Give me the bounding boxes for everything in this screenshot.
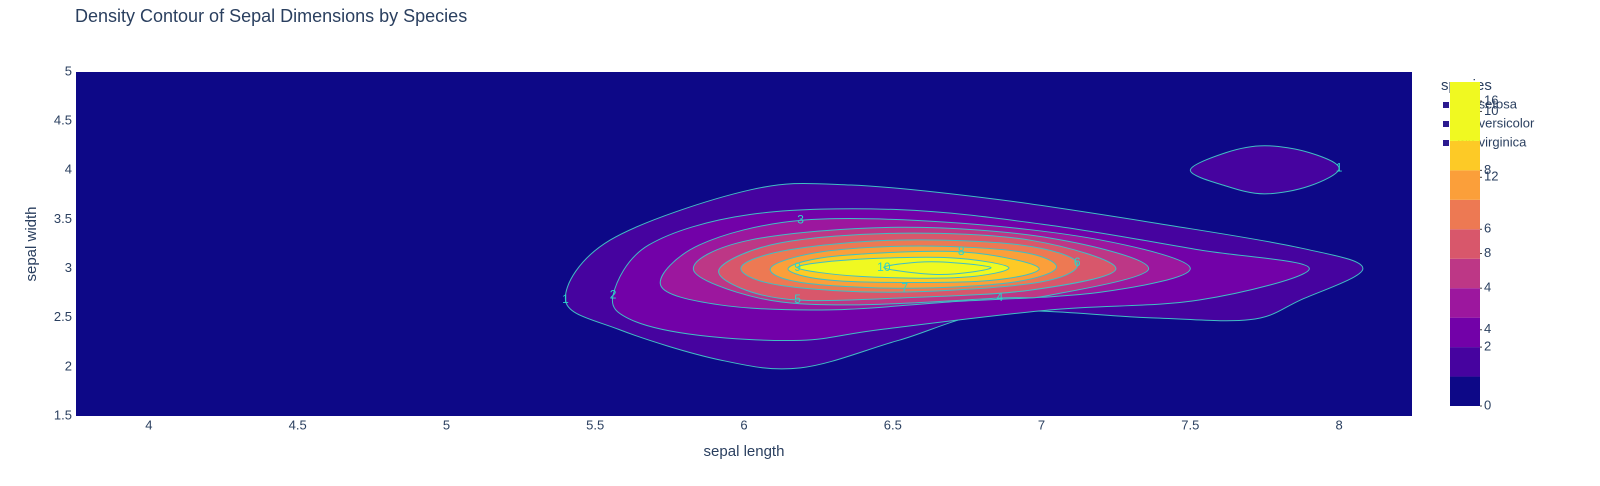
colorbar-tick-label: 16 <box>1484 92 1498 107</box>
x-tick-label: 5.5 <box>586 417 604 432</box>
colorbar-tick-label: 12 <box>1484 169 1498 184</box>
colorbar-band <box>1450 376 1480 406</box>
x-tick-label: 6 <box>740 417 747 432</box>
colorbar-band <box>1450 288 1480 318</box>
y-axis-title: sepal width <box>23 206 40 281</box>
colorbar-band <box>1450 258 1480 289</box>
colorbar-tick-label: 0 <box>1484 397 1491 412</box>
contours: 1 1 2 3 4 5 6 7 8 9 10 <box>562 145 1364 370</box>
contour <box>1189 145 1340 195</box>
colorbar-band <box>1450 347 1480 377</box>
colorbar-band <box>1450 317 1480 348</box>
y-tick-label: 2.5 <box>54 309 72 324</box>
x-tick-label: 5 <box>443 417 450 432</box>
y-tick-label: 4.5 <box>54 113 72 128</box>
x-tick-label: 8 <box>1335 417 1342 432</box>
contour-label: 6 <box>1074 255 1081 269</box>
contour-label: 8 <box>958 244 965 258</box>
colorbar-tick-label: 4 <box>1484 321 1491 336</box>
y-tick-label: 4 <box>65 162 72 177</box>
x-tick-label: 7 <box>1038 417 1045 432</box>
y-tick-label: 1.5 <box>54 407 72 422</box>
colorbar-tick-label: 10 <box>1484 103 1498 118</box>
y-tick-label: 3 <box>65 260 72 275</box>
colorbar-band <box>1450 82 1480 141</box>
colorbar-tick-label: 6 <box>1484 221 1491 236</box>
chart-title: Density Contour of Sepal Dimensions by S… <box>75 6 467 26</box>
contour-label: 7 <box>901 280 908 294</box>
contour-label: 1 <box>562 292 569 306</box>
colorbar-band <box>1450 199 1480 230</box>
colorbar-tick-label: 2 <box>1484 339 1491 354</box>
legend-swatch <box>1443 121 1449 127</box>
colorbar-band <box>1450 170 1480 200</box>
contour-label: 10 <box>877 260 891 274</box>
x-tick-label: 4.5 <box>289 417 307 432</box>
contour-label: 9 <box>794 260 801 274</box>
colorbar-band <box>1450 140 1480 171</box>
colorbar-tick-label: 8 <box>1484 245 1491 260</box>
y-tick-label: 3.5 <box>54 211 72 226</box>
contour-label: 1 <box>1336 160 1343 174</box>
x-tick-label: 4 <box>145 417 152 432</box>
colorbar-band <box>1450 229 1480 259</box>
contour-label: 5 <box>794 292 801 306</box>
colorbar-tick-label: 4 <box>1484 280 1491 295</box>
x-axis-title: sepal length <box>704 443 785 460</box>
contour-label: 2 <box>610 287 617 301</box>
contour-label: 3 <box>797 213 804 227</box>
x-tick-label: 6.5 <box>884 417 902 432</box>
legend-swatch <box>1443 140 1449 146</box>
contour-label: 4 <box>997 290 1004 304</box>
colorbar-tick-label: 8 <box>1484 162 1491 177</box>
y-tick-label: 5 <box>65 63 72 78</box>
legend-swatch <box>1443 102 1449 108</box>
x-tick-label: 7.5 <box>1181 417 1199 432</box>
contour <box>883 261 992 275</box>
y-tick-label: 2 <box>65 358 72 373</box>
